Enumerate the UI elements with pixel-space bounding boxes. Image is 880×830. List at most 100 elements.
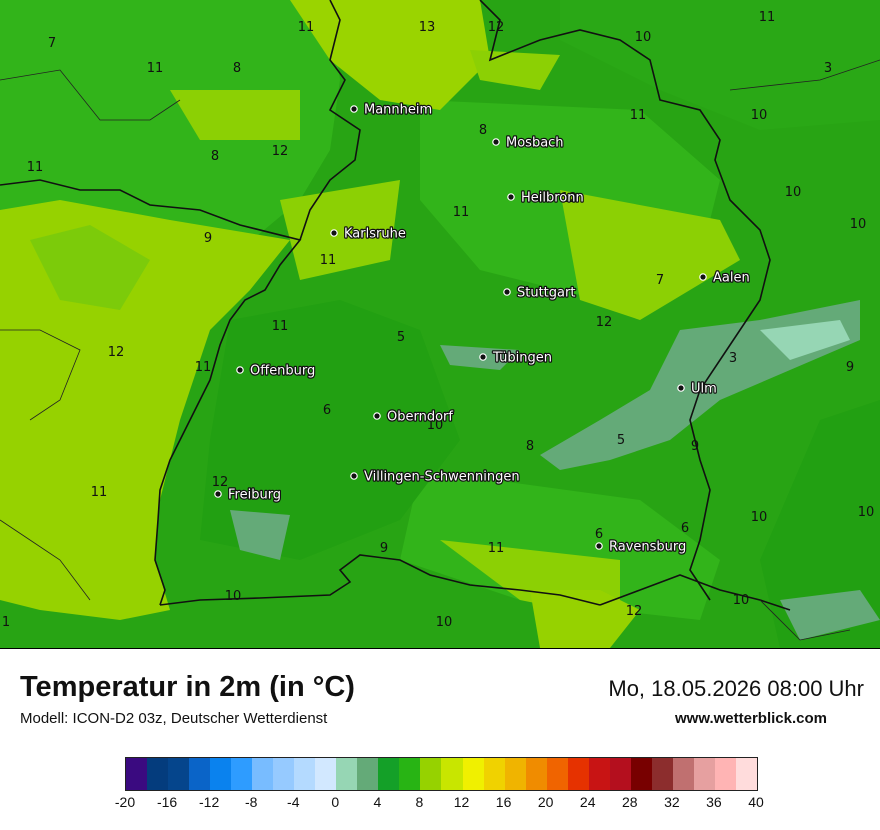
city-oberndorf: Oberndorf <box>373 408 455 426</box>
legend-tick-label: 40 <box>748 794 764 810</box>
county-line <box>0 519 91 601</box>
temperature-value: 9 <box>204 231 212 246</box>
legend-swatch <box>483 758 505 790</box>
legend-swatch <box>210 758 232 790</box>
border-switzerland <box>159 554 601 606</box>
legend-tick-label: -4 <box>287 794 300 810</box>
border-bavaria <box>479 0 771 601</box>
temperature-value: 10 <box>635 30 652 45</box>
temperature-value: 12 <box>108 345 125 360</box>
legend-swatch <box>693 758 715 790</box>
temperature-value: 10 <box>436 615 453 630</box>
legend-swatch <box>336 758 358 790</box>
legend-tick-label: 16 <box>495 794 512 810</box>
legend-swatch <box>126 758 148 790</box>
city-ulm: Ulm <box>677 380 718 398</box>
city-dot <box>595 542 603 550</box>
legend-tick-label: 24 <box>579 794 596 810</box>
city-label: Ulm <box>691 382 717 397</box>
county-lines <box>0 59 880 641</box>
city-ravensburg: Ravensburg <box>595 538 687 556</box>
city-heilbronn: Heilbronn <box>507 189 585 207</box>
legend-swatch <box>525 758 547 790</box>
city-dot <box>677 384 685 392</box>
legend-swatch <box>546 758 568 790</box>
border-france <box>0 179 302 606</box>
city-label: Offenburg <box>250 364 315 379</box>
legend-swatch <box>273 758 295 790</box>
temperature-value: 7 <box>48 36 56 51</box>
temperature-value: 12 <box>272 144 289 159</box>
county-line <box>0 69 181 121</box>
temperature-value: 6 <box>595 527 603 542</box>
temperature-value: 11 <box>27 160 44 175</box>
legend-swatch <box>441 758 463 790</box>
zone-karlsruhe-light <box>280 180 400 280</box>
zone-stuttgart-light <box>560 190 740 320</box>
temperature-value: 10 <box>427 418 444 433</box>
website-link: www.wetterblick.com <box>675 710 827 727</box>
legend-swatch <box>399 758 421 790</box>
zone-alb-cold <box>760 320 850 360</box>
legend-tick-label: -8 <box>244 794 258 810</box>
legend-tick-label: 4 <box>373 794 382 810</box>
legend-tick-label: 28 <box>622 794 638 810</box>
legend-swatch <box>252 758 274 790</box>
temperature-value: 11 <box>147 61 164 76</box>
zone-neckar-light <box>470 50 560 90</box>
temperature-map: 7 11 13 12 11 10 3 11 8 8 11 10 8 12 11 12 10 11 10 9 11 7 12 1… <box>0 0 880 649</box>
temperature-value: 8 <box>211 149 219 164</box>
zone-rhine-valley <box>0 200 290 620</box>
city-dot <box>503 288 511 296</box>
temperature-value: 12 <box>488 20 505 35</box>
map-title: Temperatur in 2m (in °C) <box>20 671 355 703</box>
city-dot <box>373 412 381 420</box>
legend-swatch <box>672 758 694 790</box>
temperature-value: 11 <box>488 541 505 556</box>
temperature-value: 12 <box>212 475 229 490</box>
temperature-value: 12 <box>626 604 643 619</box>
legend-swatch <box>588 758 610 790</box>
temperature-value: 11 <box>453 205 470 220</box>
city-label: Heilbronn <box>521 191 584 206</box>
city-dot <box>214 490 222 498</box>
city-freiburg: Freiburg <box>214 486 282 504</box>
county-line <box>0 329 81 421</box>
legend-swatch <box>294 758 316 790</box>
zone-odenwald-light <box>290 0 490 110</box>
temperature-value: 8 <box>233 61 241 76</box>
zone-pfalz <box>30 225 150 310</box>
city-dot <box>330 229 338 237</box>
legend-tick-label: -12 <box>199 794 220 810</box>
temperature-value: 10 <box>785 185 802 200</box>
county-line <box>759 599 851 641</box>
legend-swatch <box>504 758 526 790</box>
temperature-value: 3 <box>729 351 737 366</box>
temperature-value: 10 <box>850 217 867 232</box>
legend-swatch <box>567 758 589 790</box>
legend-swatch <box>630 758 652 790</box>
legend-swatch <box>714 758 736 790</box>
temperature-value: 10 <box>225 589 242 604</box>
legend-swatch <box>735 758 757 790</box>
city-dot <box>507 193 515 201</box>
temperature-value: 1 <box>2 615 10 630</box>
temperature-value: 13 <box>419 20 436 35</box>
temperature-value: 5 <box>617 433 625 448</box>
legend-tick-label: 8 <box>415 794 424 810</box>
temperature-value: 8 <box>479 123 487 138</box>
legend-swatch <box>315 758 337 790</box>
temperature-value: 9 <box>380 541 388 556</box>
county-line <box>729 59 880 91</box>
city-stuttgart: Stuttgart <box>503 284 577 302</box>
city-label: Tübingen <box>492 351 552 366</box>
temperature-value: 6 <box>323 403 331 418</box>
city-villingen-schwenningen: Villingen-Schwenningen <box>350 468 521 486</box>
zone-bergstrasse-light <box>170 90 300 140</box>
temperature-value: 10 <box>858 505 875 520</box>
city-label: Freiburg <box>228 488 281 503</box>
legend-swatch <box>189 758 211 790</box>
temperature-value: 9 <box>846 360 854 375</box>
city-label: Villingen-Schwenningen <box>364 470 520 485</box>
